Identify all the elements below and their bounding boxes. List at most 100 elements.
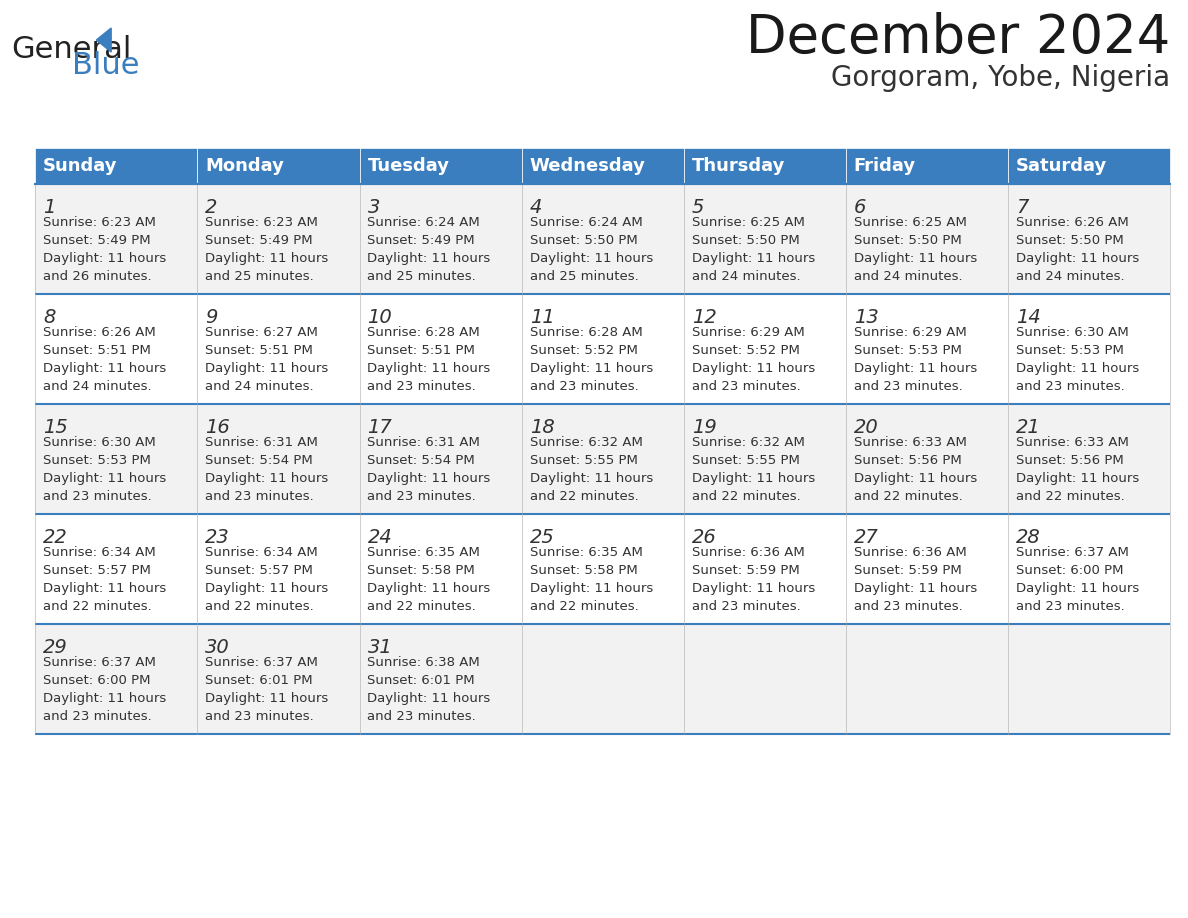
Text: Sunset: 5:57 PM: Sunset: 5:57 PM: [43, 564, 151, 577]
Text: Daylight: 11 hours: Daylight: 11 hours: [530, 362, 653, 375]
Text: Sunrise: 6:37 AM: Sunrise: 6:37 AM: [206, 656, 318, 669]
Text: 26: 26: [691, 528, 716, 547]
Text: Sunrise: 6:24 AM: Sunrise: 6:24 AM: [530, 216, 643, 229]
Text: Sunrise: 6:26 AM: Sunrise: 6:26 AM: [1016, 216, 1129, 229]
Text: Sunrise: 6:29 AM: Sunrise: 6:29 AM: [691, 326, 804, 339]
Bar: [197, 294, 360, 404]
Text: Sunrise: 6:27 AM: Sunrise: 6:27 AM: [206, 326, 318, 339]
Bar: [36, 404, 197, 514]
Text: 11: 11: [530, 308, 555, 327]
Text: December 2024: December 2024: [746, 12, 1170, 64]
Text: 25: 25: [530, 528, 555, 547]
Text: Sunset: 5:59 PM: Sunset: 5:59 PM: [854, 564, 961, 577]
Text: and 23 minutes.: and 23 minutes.: [367, 710, 476, 723]
Bar: [36, 184, 197, 294]
Bar: [522, 184, 684, 294]
Bar: [522, 404, 684, 514]
Text: and 24 minutes.: and 24 minutes.: [691, 270, 801, 283]
Text: 5: 5: [691, 198, 704, 217]
Bar: [684, 294, 846, 404]
Text: Sunrise: 6:23 AM: Sunrise: 6:23 AM: [43, 216, 156, 229]
Bar: [684, 624, 846, 734]
Text: 8: 8: [43, 308, 56, 327]
Text: Sunset: 5:55 PM: Sunset: 5:55 PM: [530, 454, 638, 467]
Text: 30: 30: [206, 638, 230, 657]
Text: Monday: Monday: [206, 157, 284, 175]
Text: Blue: Blue: [72, 51, 140, 81]
Text: Daylight: 11 hours: Daylight: 11 hours: [854, 362, 977, 375]
Text: and 23 minutes.: and 23 minutes.: [854, 600, 962, 613]
Text: Sunrise: 6:25 AM: Sunrise: 6:25 AM: [691, 216, 804, 229]
Bar: [36, 294, 197, 404]
Bar: [197, 184, 360, 294]
Bar: [846, 404, 1009, 514]
Bar: [522, 624, 684, 734]
Text: Gorgoram, Yobe, Nigeria: Gorgoram, Yobe, Nigeria: [832, 64, 1170, 92]
Text: Sunset: 5:57 PM: Sunset: 5:57 PM: [206, 564, 314, 577]
Text: Daylight: 11 hours: Daylight: 11 hours: [206, 362, 329, 375]
Text: and 23 minutes.: and 23 minutes.: [43, 710, 152, 723]
Text: and 23 minutes.: and 23 minutes.: [206, 710, 314, 723]
Text: Sunset: 5:55 PM: Sunset: 5:55 PM: [691, 454, 800, 467]
Text: Sunset: 5:56 PM: Sunset: 5:56 PM: [854, 454, 961, 467]
Text: 29: 29: [43, 638, 68, 657]
Text: 23: 23: [206, 528, 230, 547]
Text: 6: 6: [854, 198, 866, 217]
Bar: [846, 184, 1009, 294]
Text: 1: 1: [43, 198, 56, 217]
Text: and 23 minutes.: and 23 minutes.: [43, 490, 152, 503]
Text: Sunset: 5:58 PM: Sunset: 5:58 PM: [530, 564, 637, 577]
Bar: [1009, 148, 1170, 184]
Bar: [684, 184, 846, 294]
Bar: [522, 514, 684, 624]
Text: Daylight: 11 hours: Daylight: 11 hours: [367, 692, 491, 705]
Text: and 23 minutes.: and 23 minutes.: [530, 380, 638, 393]
Text: Sunrise: 6:28 AM: Sunrise: 6:28 AM: [367, 326, 480, 339]
Bar: [197, 404, 360, 514]
Text: Sunset: 5:59 PM: Sunset: 5:59 PM: [691, 564, 800, 577]
Text: Sunrise: 6:35 AM: Sunrise: 6:35 AM: [530, 546, 643, 559]
Text: Sunrise: 6:32 AM: Sunrise: 6:32 AM: [691, 436, 804, 449]
Text: Sunset: 5:53 PM: Sunset: 5:53 PM: [1016, 344, 1124, 357]
Text: Sunset: 5:51 PM: Sunset: 5:51 PM: [367, 344, 475, 357]
Bar: [846, 514, 1009, 624]
Bar: [197, 514, 360, 624]
Bar: [684, 148, 846, 184]
Bar: [360, 184, 522, 294]
Text: and 23 minutes.: and 23 minutes.: [206, 490, 314, 503]
Text: Daylight: 11 hours: Daylight: 11 hours: [367, 472, 491, 485]
Text: Daylight: 11 hours: Daylight: 11 hours: [43, 252, 166, 265]
Text: Daylight: 11 hours: Daylight: 11 hours: [206, 582, 329, 595]
Text: and 22 minutes.: and 22 minutes.: [530, 490, 638, 503]
Bar: [846, 294, 1009, 404]
Text: and 24 minutes.: and 24 minutes.: [206, 380, 314, 393]
Text: Sunset: 5:49 PM: Sunset: 5:49 PM: [367, 234, 475, 247]
Text: Thursday: Thursday: [691, 157, 785, 175]
Bar: [36, 624, 197, 734]
Text: 20: 20: [854, 418, 879, 437]
Text: 16: 16: [206, 418, 230, 437]
Text: Sunset: 5:50 PM: Sunset: 5:50 PM: [530, 234, 637, 247]
Text: and 24 minutes.: and 24 minutes.: [43, 380, 152, 393]
Text: Daylight: 11 hours: Daylight: 11 hours: [691, 472, 815, 485]
Text: Daylight: 11 hours: Daylight: 11 hours: [43, 692, 166, 705]
Text: and 22 minutes.: and 22 minutes.: [367, 600, 476, 613]
Bar: [197, 624, 360, 734]
Text: Sunrise: 6:31 AM: Sunrise: 6:31 AM: [206, 436, 318, 449]
Text: 3: 3: [367, 198, 380, 217]
Text: Sunrise: 6:34 AM: Sunrise: 6:34 AM: [206, 546, 318, 559]
Text: Daylight: 11 hours: Daylight: 11 hours: [43, 582, 166, 595]
Bar: [36, 148, 197, 184]
Bar: [360, 148, 522, 184]
Text: and 22 minutes.: and 22 minutes.: [530, 600, 638, 613]
Polygon shape: [96, 28, 112, 52]
Text: and 23 minutes.: and 23 minutes.: [367, 490, 476, 503]
Text: and 24 minutes.: and 24 minutes.: [1016, 270, 1125, 283]
Text: Sunset: 5:52 PM: Sunset: 5:52 PM: [691, 344, 800, 357]
Text: Daylight: 11 hours: Daylight: 11 hours: [43, 362, 166, 375]
Text: Daylight: 11 hours: Daylight: 11 hours: [1016, 362, 1139, 375]
Text: Sunrise: 6:37 AM: Sunrise: 6:37 AM: [43, 656, 156, 669]
Text: Sunday: Sunday: [43, 157, 118, 175]
Bar: [36, 514, 197, 624]
Text: Sunrise: 6:32 AM: Sunrise: 6:32 AM: [530, 436, 643, 449]
